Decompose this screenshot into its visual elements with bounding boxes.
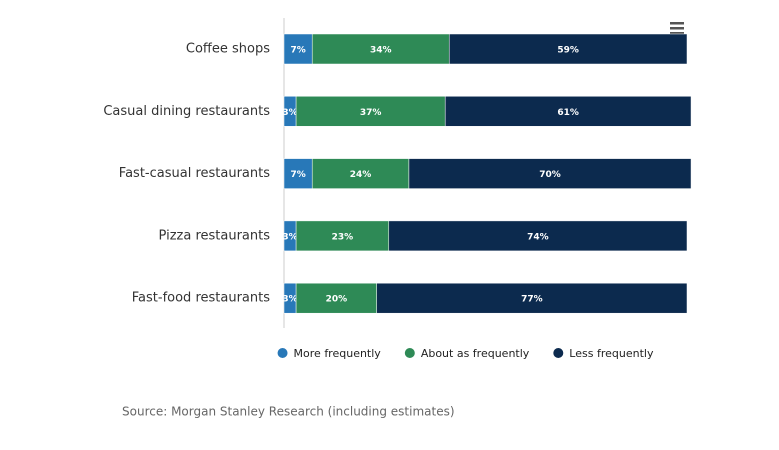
bar-segment	[311, 158, 410, 189]
value-label: 20%	[326, 295, 348, 305]
value-label: 77%	[521, 295, 543, 305]
legend-label: More frequently	[294, 347, 382, 360]
bar-segment	[295, 220, 390, 252]
legend-marker	[553, 348, 564, 358]
bar-segment	[311, 33, 450, 65]
legend-label: Less frequently	[569, 347, 654, 360]
source: Source: Morgan Stanley Research (includi…	[122, 405, 455, 419]
y-tick-label: Casual dining restaurants	[103, 104, 270, 119]
bar-segment	[448, 33, 688, 65]
legend-label: About as frequently	[421, 347, 530, 360]
value-label: 70%	[539, 170, 561, 180]
legend-marker	[277, 348, 288, 358]
y-tick-label: Fast-food restaurants	[132, 291, 270, 306]
value-label: 3%	[282, 108, 297, 118]
menu-icon[interactable]	[666, 18, 688, 38]
value-label: 23%	[332, 232, 354, 242]
y-tick-label: Fast-casual restaurants	[119, 166, 270, 181]
bar-segment	[376, 282, 688, 314]
value-label: 24%	[350, 170, 372, 180]
value-label: 3%	[282, 295, 297, 305]
menu-line	[670, 22, 684, 25]
y-tick-label: Coffee shops	[186, 42, 270, 57]
bar-segment	[408, 158, 692, 189]
value-label: 7%	[290, 170, 305, 180]
legend: More frequently About as frequently Less f…	[277, 347, 654, 360]
value-label: 59%	[557, 46, 579, 56]
value-label: 34%	[370, 46, 392, 56]
value-label: 3%	[282, 232, 297, 242]
menu-line	[670, 32, 684, 35]
value-label: 37%	[360, 108, 382, 118]
bar-segment	[388, 220, 688, 252]
menu-line	[670, 27, 684, 30]
bar-segment	[295, 282, 377, 314]
legend-marker	[404, 348, 415, 358]
value-label: 7%	[290, 46, 305, 56]
value-label: 61%	[557, 108, 579, 118]
y-tick-label: Pizza restaurants	[159, 228, 271, 243]
value-label: 74%	[527, 232, 549, 242]
bar-segment	[295, 96, 446, 127]
bar-segment	[444, 96, 692, 127]
